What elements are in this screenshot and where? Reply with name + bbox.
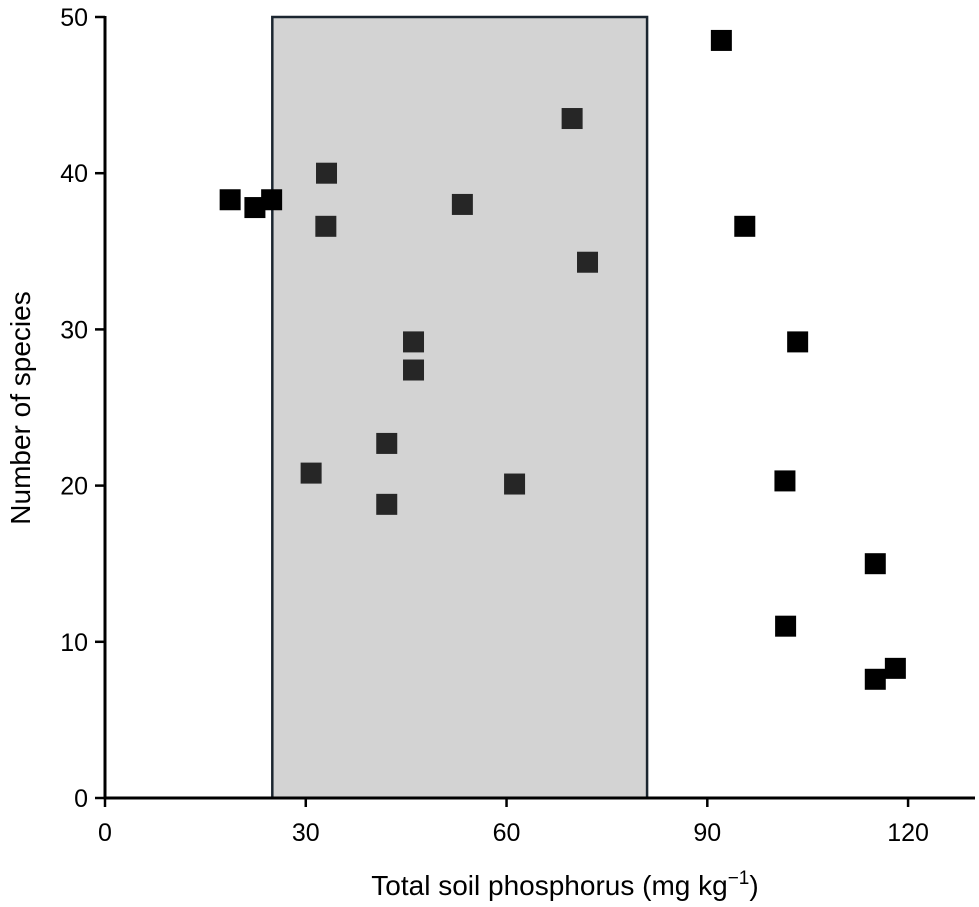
data-point [219,189,241,211]
data-point [864,668,886,690]
data-point [315,215,337,237]
x-tick-label: 60 [493,819,521,847]
data-point [884,657,906,679]
y-tick-label: 20 [60,473,88,501]
data-point [787,331,809,353]
data-point [300,462,322,484]
y-tick-label: 50 [60,4,88,32]
data-point [774,470,796,492]
data-point [244,197,266,219]
y-tick-label: 0 [74,785,88,813]
data-point [710,29,732,51]
data-point [561,108,583,130]
x-tick-label: 30 [292,819,320,847]
data-point [403,331,425,353]
y-tick-label: 30 [60,316,88,344]
axes [95,15,975,807]
data-point [376,493,398,515]
tick-labels: 0 30 60 90 120 0 10 20 30 40 50 [60,4,929,847]
data-point [403,359,425,381]
data-point [577,251,599,273]
x-axis-title: Total soil phosphorus (mg kg−1) [371,868,758,901]
y-tick-label: 40 [60,160,88,188]
data-point [316,162,338,184]
data-points [219,29,906,690]
data-point [504,473,526,495]
y-tick-label: 10 [60,629,88,657]
data-point [775,615,797,637]
shaded-region [271,15,649,800]
x-tick-label: 120 [887,819,929,847]
y-axis-title: Number of species [5,291,36,524]
x-tick-label: 0 [98,819,112,847]
shaded-region-layer [271,15,649,800]
data-point [451,193,473,215]
data-point [376,432,398,454]
data-point [261,189,283,211]
data-point [864,553,886,575]
x-tick-label: 90 [693,819,721,847]
data-point [734,215,756,237]
